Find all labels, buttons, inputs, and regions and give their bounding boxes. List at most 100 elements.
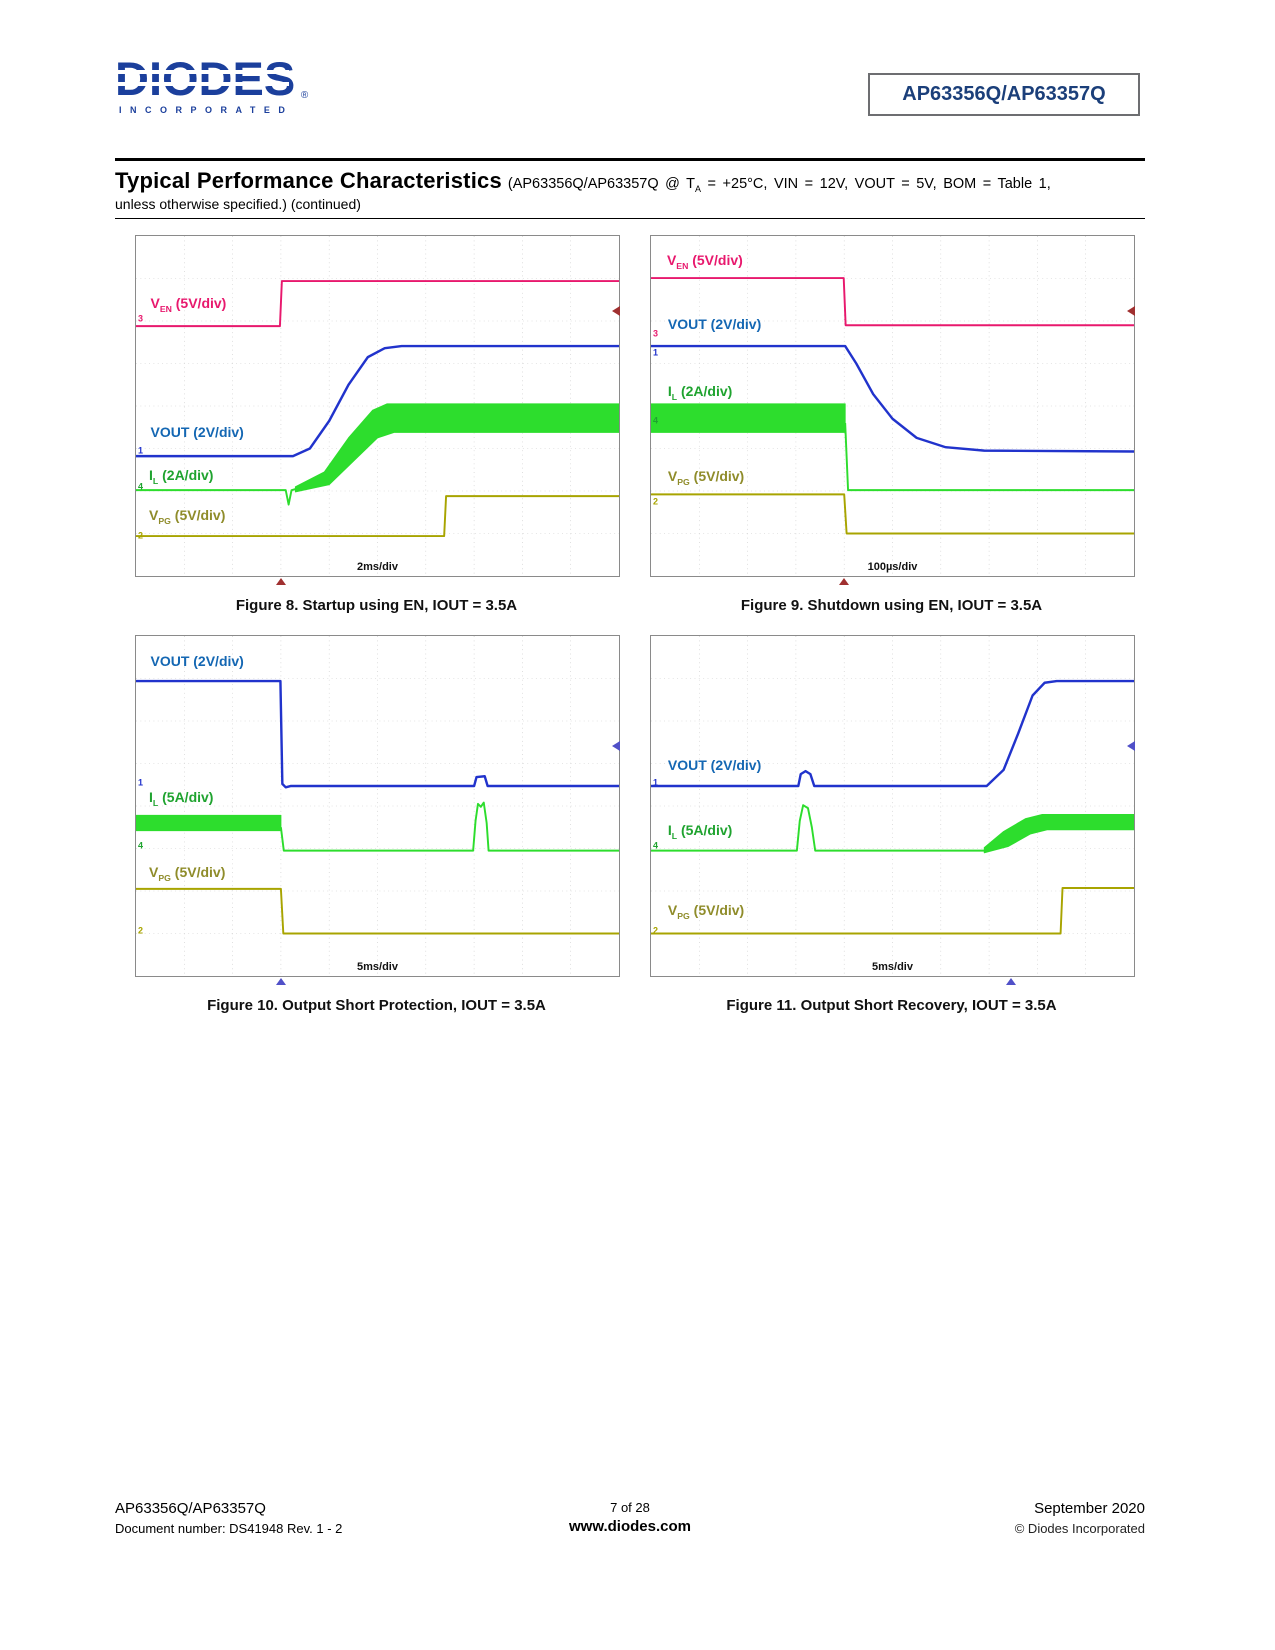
diodes-logo: DIODES ® INCORPORATED [115,52,308,115]
trigger-level-icon [1127,741,1135,752]
channel-number-marker: 2 [138,530,144,541]
registered-mark: ® [300,90,309,101]
footer-date: September 2020 [1034,1500,1145,1517]
figure-caption: Figure 9. Shutdown using EN, IOUT = 3.5A [740,597,1043,614]
trace-label: VOUT (2V/div) [667,757,762,774]
trigger-level-icon [1127,305,1135,316]
footer-left: AP63356Q/AP63357Q Document number: DS419… [115,1500,569,1536]
channel-number-marker: 1 [653,777,659,788]
trace-label: IL (2A/div) [149,466,214,486]
trace-label: VPG (5V/div) [149,507,226,526]
waveform-trace-il [651,804,985,852]
scope-display [136,236,619,576]
waveform-trace-vout [136,344,619,458]
channel-number-marker: 2 [138,925,144,936]
footer-copyright: © Diodes Incorporated [1014,1521,1145,1536]
scope-display [136,636,619,976]
trace-label: VPG (5V/div) [667,901,745,921]
oscilloscope-capture: VEN (5V/div) VOUT (2V/div) IL (2A/div) VPG … [650,235,1135,585]
waveform-trace-il [136,487,297,506]
trigger-level-icon [612,305,620,316]
trace-label: VOUT (2V/div) [150,424,244,441]
waveform-trace-vpg [136,887,619,935]
trigger-level-icon [612,741,620,752]
channel-number-marker: 4 [138,840,144,851]
page-number: 7 of 28 [610,1500,650,1515]
timebase-label: 100µs/div [867,561,918,573]
channel-number-marker: 2 [653,496,659,507]
waveform-trace-il [651,403,846,433]
figure-cell: VOUT (2V/div) IL (5A/div) VPG (5V/div) 1 4 2 5… [135,635,620,1014]
trace-label: VPG (5V/div) [667,467,745,487]
channel-number-marker: 2 [653,925,659,936]
figures-grid: VEN (5V/div) VOUT (2V/div) IL (2A/div) VPG … [115,235,1155,1035]
conditions-post: = +25°C, VIN = 12V, VOUT = 5V, BOM = Tab… [701,176,1051,192]
logo-stripe [117,70,290,74]
oscilloscope-capture: VOUT (2V/div) IL (5A/div) VPG (5V/div) 1 4 2 5… [650,635,1135,985]
waveform-trace-vpg [651,493,1134,535]
figure-cell: VEN (5V/div) VOUT (2V/div) IL (2A/div) VPG … [135,235,620,614]
figure-cell: VOUT (2V/div) IL (5A/div) VPG (5V/div) 1 4 2 5… [650,635,1135,1014]
trace-label: IL (2A/div) [667,382,733,402]
trace-label: VPG (5V/div) [149,863,226,883]
oscilloscope-capture: VOUT (2V/div) IL (5A/div) VPG (5V/div) 1 4 2 5… [135,635,620,985]
logo-stripe [117,82,290,86]
timebase-label: 5ms/div [357,961,398,973]
waveform-trace-il [294,403,619,493]
logo-text: DIODES [115,52,296,105]
waveform-trace-vout [651,679,1134,788]
scope-display [651,636,1134,976]
part-number: AP63356Q/AP63357Q [902,83,1106,105]
trace-label: IL (5A/div) [667,822,733,841]
channel-number-marker: 4 [653,840,659,851]
footer-right: September 2020 © Diodes Incorporated [691,1500,1145,1536]
trigger-position-icon [1005,978,1016,985]
figure-cell: VEN (5V/div) VOUT (2V/div) IL (2A/div) VPG … [650,235,1135,614]
section-title-block: Typical Performance Characteristics (AP63… [115,158,1145,219]
timebase-label: 5ms/div [872,961,913,973]
section-title: Typical Performance Characteristics [115,168,502,193]
waveform-trace-il [844,422,1134,492]
conditions-subscript: A [695,183,702,194]
channel-number-marker: 4 [653,415,659,426]
trigger-position-icon [275,578,286,585]
website-link[interactable]: www.diodes.com [569,1518,691,1535]
trigger-position-icon [275,978,286,985]
waveform-trace-vpg [651,887,1134,935]
trace-label: VEN (5V/div) [150,295,227,315]
waveform-trace-vout [651,344,1134,453]
waveform-trace-vout [136,679,619,789]
channel-number-marker: 1 [138,777,144,788]
conditions-pre: (AP63356Q/AP63357Q @ T [507,176,696,192]
trace-label: IL (5A/div) [149,788,214,808]
waveform-trace-il [279,801,619,852]
waveform-trace-il [983,814,1134,854]
oscilloscope-capture: VEN (5V/div) VOUT (2V/div) IL (2A/div) VPG … [135,235,620,585]
timebase-label: 2ms/div [357,561,398,573]
trace-label: VEN (5V/div) [666,252,743,271]
channel-number-marker: 1 [138,445,144,456]
channel-number-marker: 3 [653,328,659,339]
waveform-trace-ven [136,280,619,328]
part-number-box: AP63356Q/AP63357Q [868,73,1140,116]
waveform-trace-il [136,814,282,832]
waveform-trace-ven [651,277,1134,327]
channel-number-marker: 3 [138,313,144,324]
figure-caption: Figure 11. Output Short Recovery, IOUT =… [726,997,1057,1014]
footer-center: 7 of 28 www.diodes.com [569,1500,691,1535]
channel-number-marker: 1 [653,347,659,358]
scope-display [651,236,1134,576]
logo-subtext: INCORPORATED [119,105,294,115]
figure-caption: Figure 10. Output Short Protection, IOUT… [207,997,546,1014]
test-conditions-continued: unless otherwise specified.) (continued) [115,196,361,212]
figure-caption: Figure 8. Startup using EN, IOUT = 3.5A [235,597,518,614]
footer-doc-number: Document number: DS41948 Rev. 1 - 2 [115,1521,343,1536]
page-footer: AP63356Q/AP63357Q Document number: DS419… [115,1500,1145,1536]
test-conditions: (AP63356Q/AP63357Q @ TA = +25°C, VIN = 1… [507,176,1051,194]
waveform-trace-vpg [136,495,619,538]
trace-label: VOUT (2V/div) [667,315,762,332]
trigger-position-icon [839,578,850,585]
trace-label: VOUT (2V/div) [150,652,244,669]
footer-part-number: AP63356Q/AP63357Q [115,1500,266,1517]
